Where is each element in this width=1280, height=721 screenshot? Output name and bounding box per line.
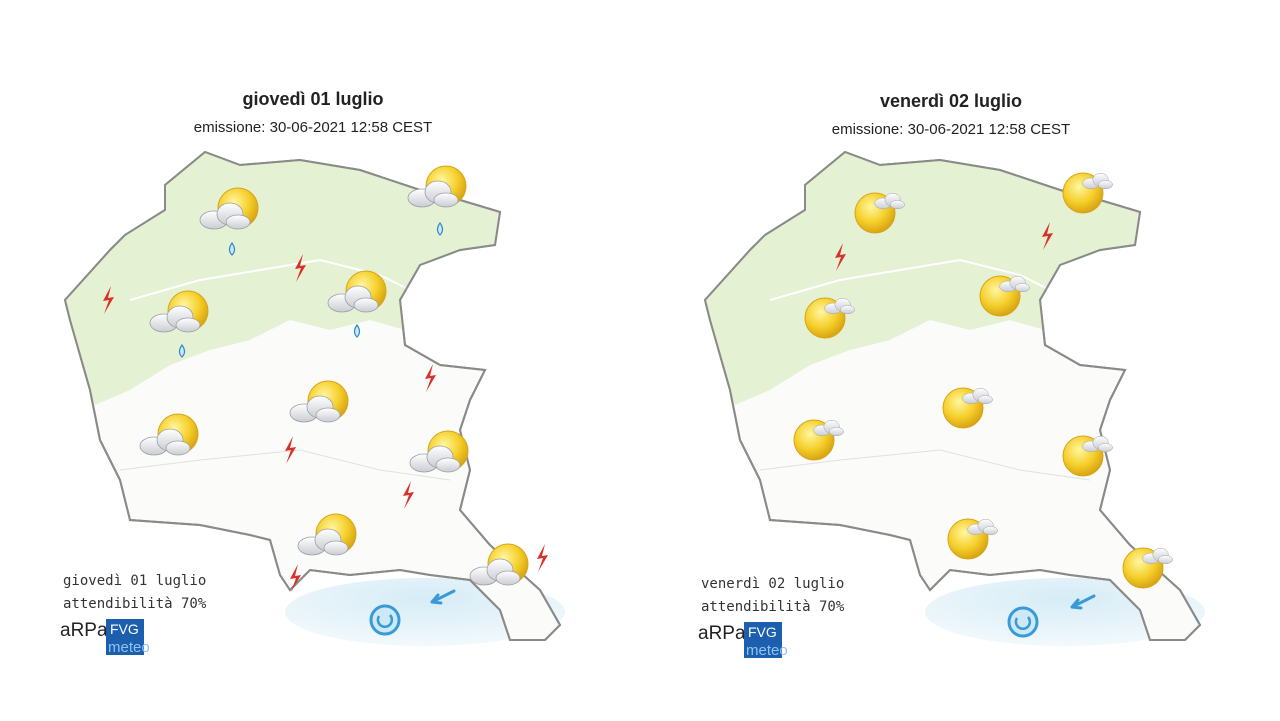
cloud-part [495, 570, 521, 586]
footer-reliability: attendibilità 70% [63, 596, 207, 612]
cloud-icon [409, 445, 461, 473]
sea-state [369, 604, 401, 636]
lightning [285, 436, 296, 464]
forecast-panel: giovedì 01 luglio emissione: 30-06-2021 1… [60, 89, 565, 656]
cloud-part [175, 317, 201, 333]
rain-drop [436, 221, 444, 236]
rain-drop [228, 241, 236, 256]
cloud-icon [824, 297, 855, 315]
lightning [1042, 222, 1053, 250]
mountain-area [65, 152, 500, 405]
lightning [290, 564, 301, 592]
sea-state [1007, 606, 1039, 638]
cloud-icon [199, 202, 251, 230]
sea-state-arrow [1014, 616, 1032, 631]
cloud-part [1157, 555, 1173, 565]
sea-state-arrow [376, 614, 394, 629]
road [119, 449, 451, 481]
map-title: venerdì 02 luglio [880, 91, 1022, 111]
footer-day: venerdì 02 luglio [701, 576, 844, 592]
rain-drop [178, 343, 186, 358]
road [759, 449, 1091, 481]
cloud-icon [1142, 547, 1173, 565]
forecast-panel: venerdì 02 luglio emissione: 30-06-2021 1… [698, 91, 1205, 659]
cloud-part [889, 200, 905, 210]
lightning [403, 481, 414, 509]
cloud-part [353, 297, 379, 313]
map-title: giovedì 01 luglio [242, 89, 383, 109]
cloud-part [977, 395, 993, 405]
cloud-icon [874, 192, 905, 210]
cloud-part [1097, 443, 1113, 453]
issue-time: emissione: 30-06-2021 12:58 CEST [194, 119, 432, 136]
logo-fvg: FVG [110, 621, 139, 637]
cloud-icon [962, 387, 993, 405]
cloud-part [435, 457, 461, 473]
cloud-part [839, 305, 855, 315]
logo-arpa: aRPa [60, 620, 108, 641]
lightning [425, 364, 436, 392]
logo-fvg: FVG [748, 624, 777, 640]
cloud-icon [469, 558, 521, 586]
mountain-area [705, 152, 1140, 405]
river [129, 258, 431, 301]
cloud-icon [289, 395, 341, 423]
wind-arrow [1070, 594, 1096, 610]
cloud-icon [813, 419, 844, 437]
lightning [835, 243, 846, 271]
cloud-part [982, 526, 998, 536]
cloud-icon [1082, 172, 1113, 190]
cloud-icon [297, 528, 349, 556]
issue-time: emissione: 30-06-2021 12:58 CEST [832, 121, 1070, 138]
cloud-part [433, 192, 459, 208]
logo-arpa: aRPa [698, 623, 746, 644]
footer-day: giovedì 01 luglio [63, 573, 206, 589]
lightning [537, 544, 548, 572]
region-outline-top [63, 150, 562, 641]
cloud-icon [967, 518, 998, 536]
cloud-part [828, 427, 844, 437]
cloud-icon [1082, 435, 1113, 453]
cloud-part [165, 440, 191, 456]
lightning [103, 286, 114, 314]
cloud-icon [407, 180, 459, 208]
cloud-icon [139, 428, 191, 456]
cloud-icon [149, 305, 201, 333]
river [769, 258, 1071, 301]
region-outline-top [703, 150, 1202, 641]
footer-reliability: attendibilità 70% [701, 599, 845, 615]
logo-meteo: meteo [746, 642, 788, 659]
logo-meteo: meteo [108, 639, 150, 656]
cloud-icon [999, 275, 1030, 293]
cloud-part [1014, 283, 1030, 293]
cloud-icon [327, 285, 379, 313]
cloud-part [315, 407, 341, 423]
rain-drop [353, 323, 361, 338]
wind-arrow [430, 589, 456, 605]
cloud-part [323, 540, 349, 556]
cloud-part [225, 214, 251, 230]
logo-box [106, 619, 144, 655]
lightning [295, 254, 306, 282]
cloud-part [1097, 180, 1113, 190]
logo-box [744, 622, 782, 658]
